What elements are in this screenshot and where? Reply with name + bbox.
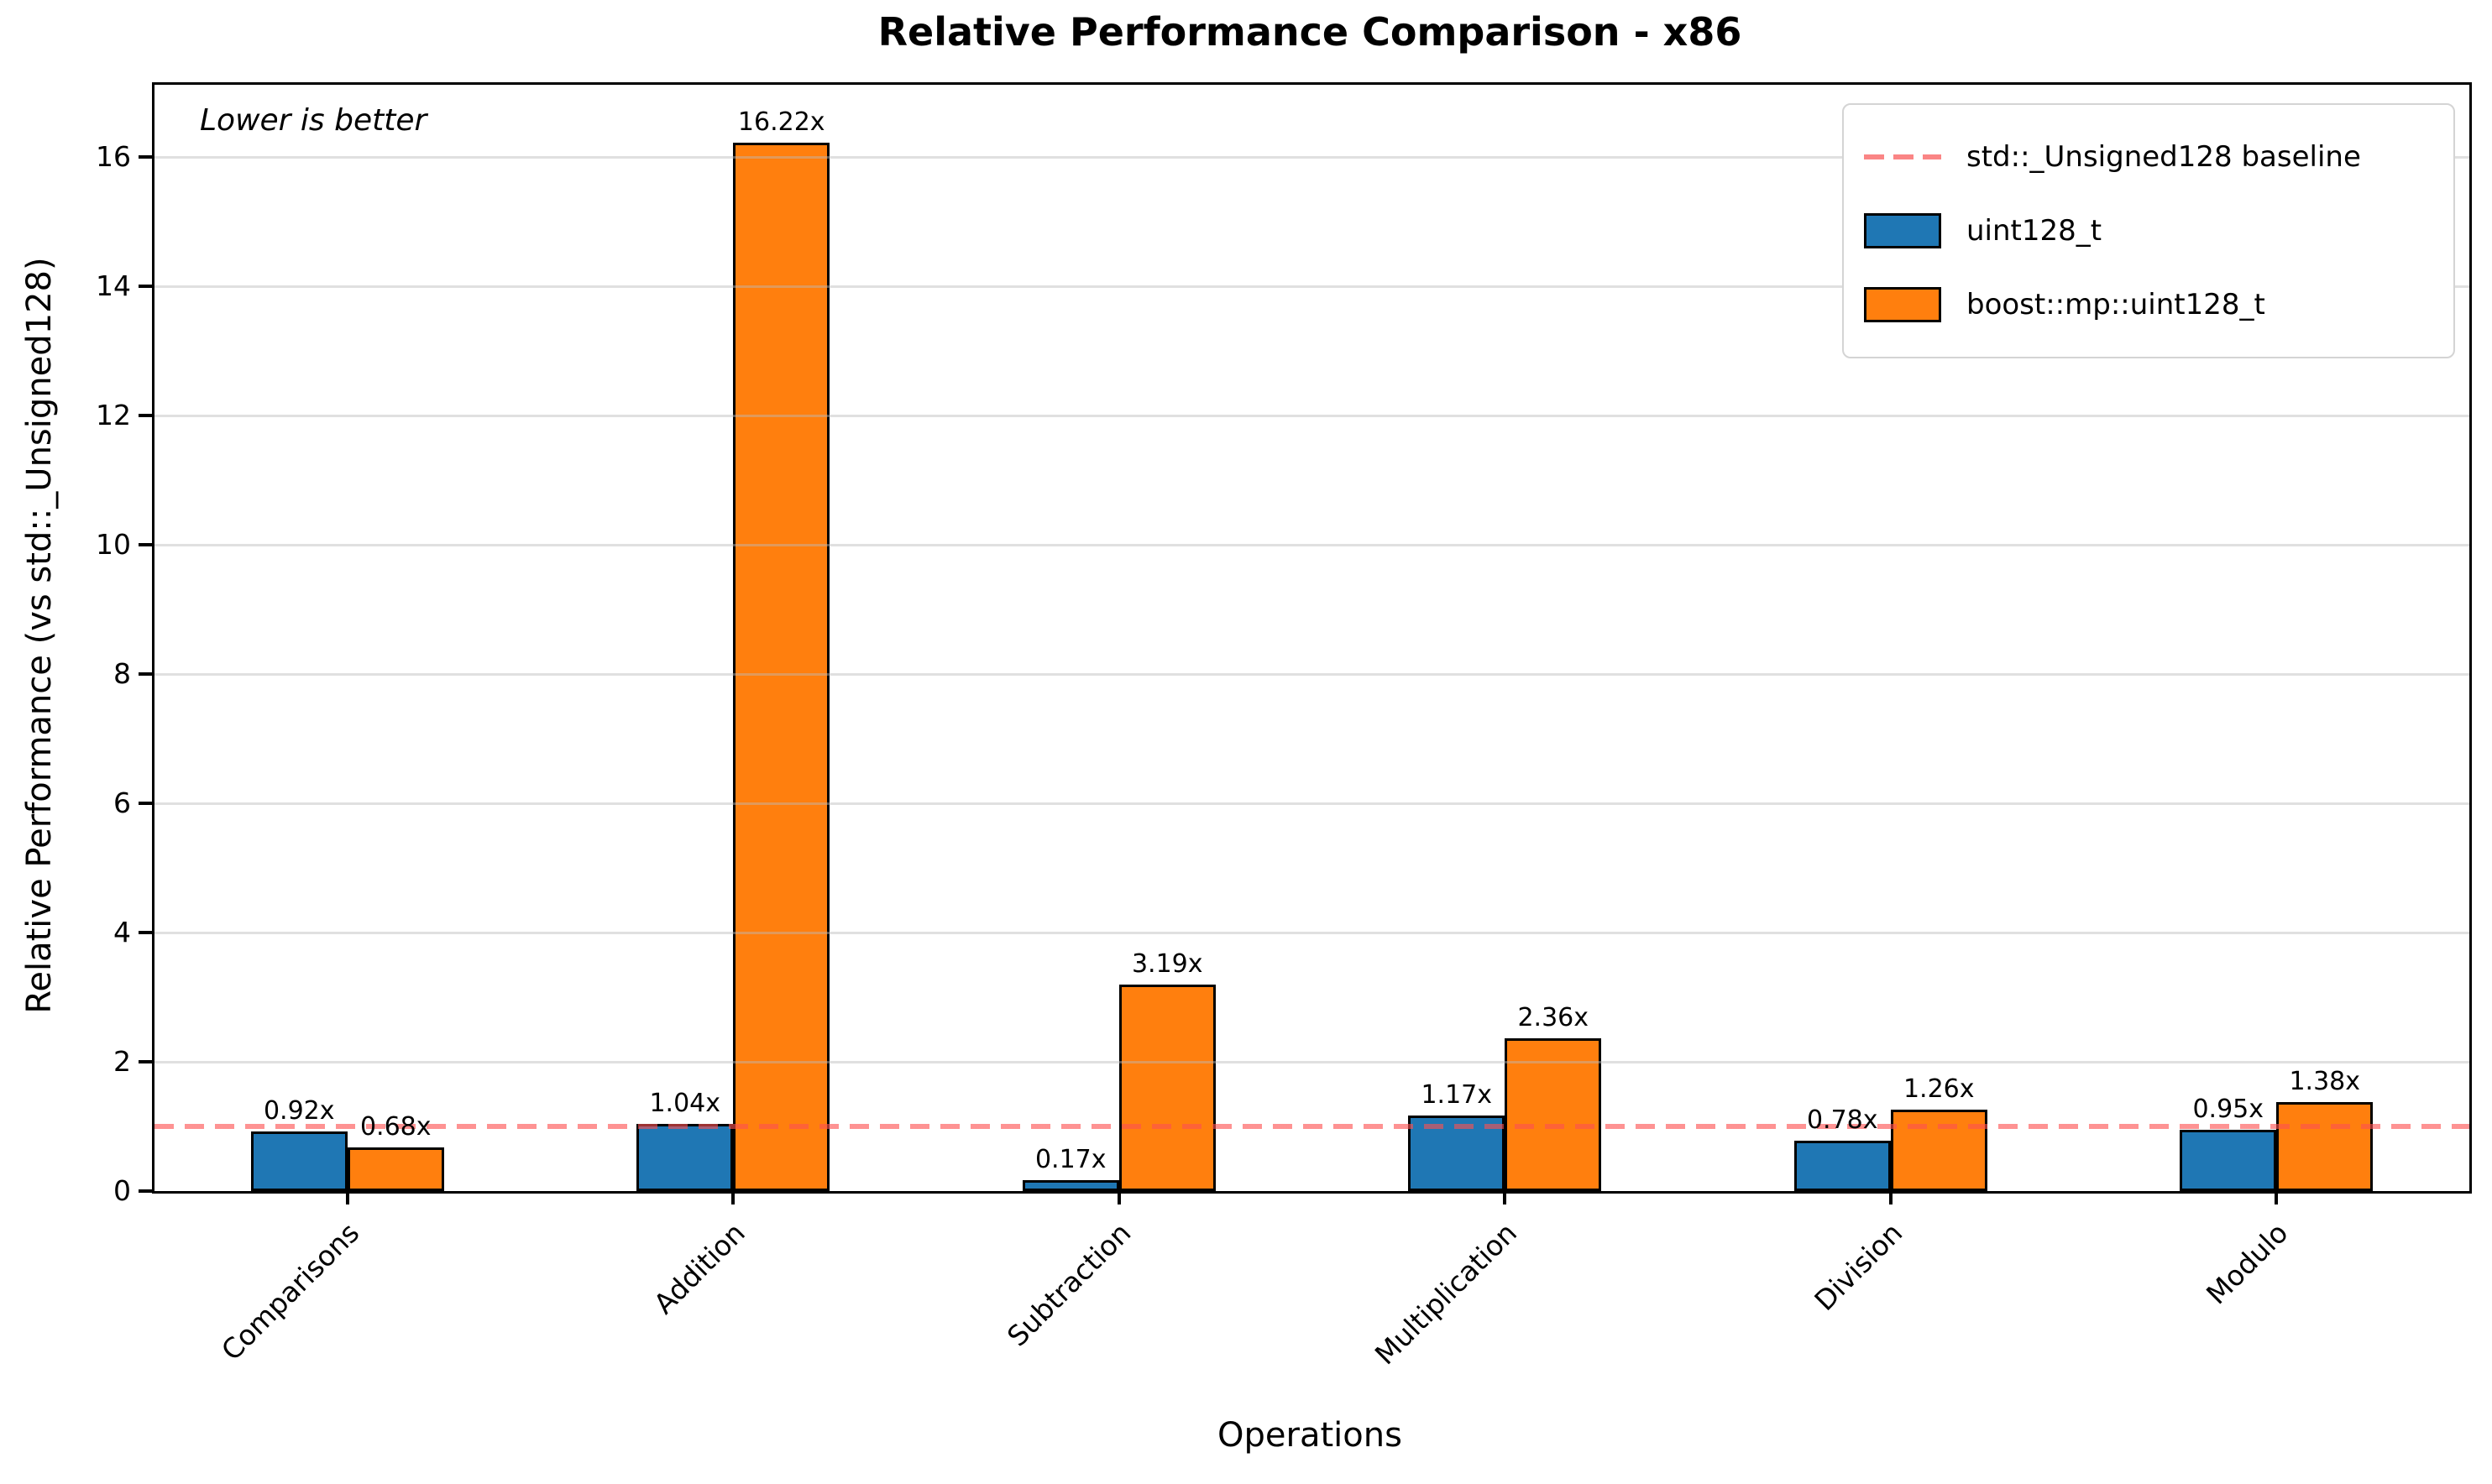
bar-value-label: 0.95x (2192, 1094, 2264, 1124)
y-tick-label: 8 (113, 657, 131, 691)
legend-label-uint128: uint128_t (1966, 214, 2102, 248)
legend-item-baseline: std::_Unsigned128 baseline (1864, 120, 2433, 194)
bar-value-label: 3.19x (1131, 949, 1203, 980)
y-tick-label: 14 (96, 269, 131, 303)
bar (1890, 1109, 1987, 1191)
baseline-dash-sample-icon (1864, 154, 1941, 159)
x-axis-label: Operations (1217, 1416, 1402, 1455)
y-tick-mark (138, 1060, 152, 1064)
bar (2276, 1101, 2374, 1191)
y-tick-mark (138, 285, 152, 289)
x-tick-label: Division (1808, 1216, 1909, 1318)
y-tick-mark (138, 414, 152, 418)
chart-title: Relative Performance Comparison - x86 (877, 9, 1742, 55)
y-tick-label: 4 (113, 916, 131, 949)
y-tick-label: 6 (113, 786, 131, 820)
gridline (154, 802, 2469, 805)
y-tick-label: 10 (96, 528, 131, 562)
annotation-lower-is-better: Lower is better (200, 103, 427, 138)
y-tick-mark (138, 1189, 152, 1193)
bar (1505, 1038, 1602, 1191)
bar (347, 1147, 444, 1191)
bar-value-label: 0.68x (359, 1111, 432, 1142)
bar (2180, 1129, 2277, 1191)
gridline (154, 414, 2469, 417)
x-tick-label: Comparisons (214, 1216, 366, 1367)
plot-area: Lower is better std::_Unsigned128 baseli… (96, 82, 2472, 1371)
legend-item-boost: boost::mp::uint128_t (1864, 268, 2433, 342)
bar-value-label: 0.17x (1034, 1144, 1107, 1174)
x-tick-mark (1888, 1191, 1893, 1204)
x-tick-mark (1117, 1191, 1121, 1204)
bar-value-label: 2.36x (1517, 1003, 1589, 1033)
blue-patch-icon (1864, 213, 1941, 248)
y-tick-label: 16 (96, 140, 131, 174)
y-tick-label: 2 (113, 1045, 131, 1079)
x-tick-mark (345, 1191, 349, 1204)
x-tick-label: Addition (647, 1216, 751, 1320)
y-tick-mark (138, 802, 152, 806)
bar (1118, 985, 1216, 1191)
y-tick-label: 0 (113, 1174, 131, 1207)
x-tick-label: Modulo (2200, 1216, 2295, 1311)
y-axis-label: Relative Performance (vs std::_Unsigned1… (20, 257, 59, 1014)
bar-value-label: 1.26x (1903, 1074, 1975, 1104)
legend: std::_Unsigned128 baseline uint128_t boo… (1842, 103, 2455, 358)
bar (1022, 1179, 1119, 1191)
gridline (154, 285, 2469, 288)
legend-label-baseline: std::_Unsigned128 baseline (1966, 140, 2361, 174)
gridline (154, 931, 2469, 934)
bar-value-label: 0.92x (263, 1096, 335, 1126)
x-tick-label: Multiplication (1368, 1216, 1523, 1372)
bar (1793, 1140, 1891, 1191)
bar (733, 143, 830, 1191)
y-tick-mark (138, 155, 152, 159)
bar-value-label: 0.78x (1806, 1105, 1878, 1135)
y-tick-mark (138, 672, 152, 677)
x-tick-mark (731, 1191, 736, 1204)
bar-value-label: 1.04x (649, 1088, 721, 1118)
gridline (154, 543, 2469, 546)
bar (636, 1123, 734, 1191)
bar-value-label: 1.17x (1421, 1079, 1493, 1110)
y-tick-label: 12 (96, 399, 131, 432)
x-tick-mark (2275, 1191, 2279, 1204)
gridline (154, 672, 2469, 676)
bar (250, 1131, 348, 1191)
bar-value-label: 16.22x (737, 107, 825, 138)
y-tick-mark (138, 543, 152, 547)
x-tick-label: Subtraction (1000, 1216, 1138, 1353)
x-tick-mark (1503, 1191, 1507, 1204)
y-tick-mark (138, 931, 152, 935)
gridline (154, 155, 2469, 159)
baseline-line (154, 1124, 2469, 1130)
gridline (154, 1060, 2469, 1063)
legend-label-boost: boost::mp::uint128_t (1966, 288, 2265, 321)
legend-item-uint128: uint128_t (1864, 194, 2433, 268)
bar-value-label: 1.38x (2289, 1066, 2361, 1096)
orange-patch-icon (1864, 287, 1941, 322)
